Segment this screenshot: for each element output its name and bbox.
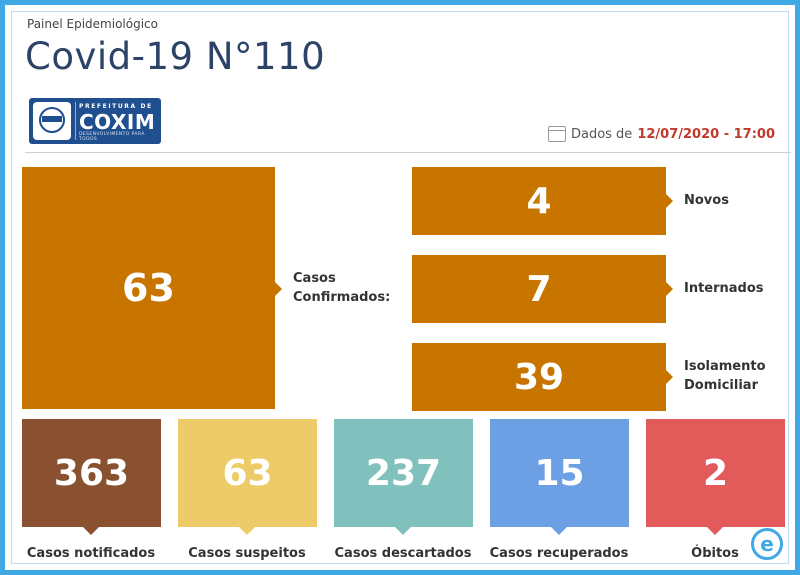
deaths-label: Óbitos	[691, 546, 739, 561]
date-value: 12/07/2020 - 17:00	[637, 126, 775, 142]
notified-value: 363	[53, 452, 130, 494]
e-badge-icon: e	[751, 528, 783, 560]
deaths-value: 2	[702, 452, 729, 494]
suspected-label: Casos suspeitos	[188, 546, 306, 561]
discarded-card: 237	[334, 419, 473, 527]
suspected-value: 63	[222, 452, 273, 494]
notified-card: 363	[22, 419, 161, 527]
logo-city-name: COXIM	[79, 110, 156, 134]
suspected-card: 63	[178, 419, 317, 527]
calendar-icon	[547, 126, 566, 142]
hospitalized-label: Internados	[684, 281, 764, 296]
new-cases-box: 4	[412, 167, 666, 235]
discarded-value: 237	[365, 452, 442, 494]
hospitalized-value: 7	[526, 268, 552, 310]
new-cases-label: Novos	[684, 193, 729, 208]
notified-label: Casos notificados	[26, 546, 156, 561]
recovered-card: 15	[490, 419, 629, 527]
header-divider	[25, 152, 791, 153]
home-isolation-value: 39	[513, 356, 565, 398]
confirmed-pointer	[275, 282, 282, 296]
logo-slogan: DESENVOLVIMENTO PARA TODOS	[79, 132, 145, 142]
panel-subtitle: Painel Epidemiológico	[27, 17, 158, 31]
city-seal-icon	[33, 102, 71, 140]
confirmed-value: 63	[122, 266, 175, 310]
page-title: Covid-19 N°110	[25, 35, 326, 78]
hospitalized-box: 7	[412, 255, 666, 323]
recovered-label: Casos recuperados	[489, 546, 629, 561]
date-prefix: Dados de	[570, 126, 633, 142]
logo-top-text: PREFEITURA DE	[79, 103, 153, 110]
discarded-label: Casos descartados	[334, 546, 472, 561]
home-isolation-box: 39	[412, 343, 666, 411]
deaths-card: 2	[646, 419, 785, 527]
new-cases-value: 4	[526, 180, 552, 222]
data-date: Dados de 12/07/2020 - 17:00	[547, 126, 775, 142]
confirmed-box: 63	[22, 167, 275, 409]
confirmed-label: Casos Confirmados:	[293, 271, 391, 305]
home-isolation-label: Isolamento Domiciliar	[684, 359, 766, 393]
recovered-value: 15	[534, 452, 585, 494]
prefeitura-logo: PREFEITURA DE COXIM DESENVOLVIMENTO PARA…	[29, 98, 161, 144]
